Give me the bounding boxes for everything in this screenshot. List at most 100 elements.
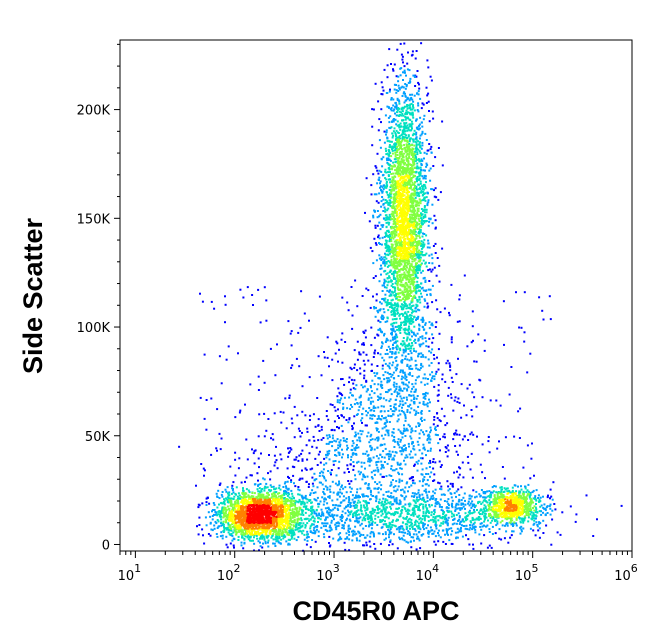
data-point — [426, 449, 429, 452]
data-point — [417, 507, 420, 509]
data-point — [422, 533, 425, 536]
data-point — [263, 381, 266, 384]
data-point — [399, 502, 402, 505]
data-point — [367, 525, 370, 528]
data-point — [524, 485, 526, 488]
data-point — [423, 254, 426, 257]
data-point — [394, 330, 397, 333]
data-point — [431, 262, 434, 265]
data-point — [489, 399, 492, 402]
data-point — [220, 524, 223, 527]
data-point — [483, 518, 486, 521]
data-point — [439, 466, 442, 468]
data-point — [536, 511, 539, 514]
data-point — [397, 75, 400, 78]
data-point — [386, 352, 389, 355]
data-point — [386, 431, 389, 434]
data-point — [413, 495, 415, 498]
data-point — [364, 519, 367, 522]
data-point — [351, 449, 354, 452]
data-point — [319, 500, 322, 503]
data-point — [475, 490, 478, 493]
data-point — [341, 430, 344, 433]
data-point — [268, 489, 271, 491]
data-point — [306, 501, 309, 504]
data-point — [404, 316, 407, 318]
data-point — [386, 349, 388, 351]
data-point — [454, 445, 457, 447]
data-point — [334, 454, 336, 456]
data-point — [423, 238, 426, 241]
data-point — [489, 516, 492, 519]
data-point — [468, 497, 471, 500]
data-point — [455, 490, 458, 493]
data-point — [434, 523, 437, 526]
data-point — [520, 485, 522, 488]
data-point — [322, 525, 325, 528]
data-point — [322, 437, 325, 439]
data-point — [437, 519, 440, 522]
data-point — [384, 253, 387, 256]
data-point — [481, 511, 484, 514]
data-point — [340, 514, 343, 516]
data-point — [348, 499, 351, 502]
data-point — [468, 528, 471, 531]
data-point — [391, 469, 394, 472]
data-point — [354, 474, 356, 477]
data-point — [333, 439, 336, 442]
data-point — [410, 322, 413, 325]
data-point — [405, 495, 408, 498]
data-point — [358, 353, 361, 356]
data-point — [379, 542, 382, 545]
data-point — [395, 369, 398, 372]
data-point — [418, 352, 421, 355]
data-point — [449, 369, 452, 372]
data-point — [298, 478, 301, 481]
data-point — [401, 370, 404, 373]
data-point — [481, 471, 484, 474]
data-point — [394, 511, 396, 514]
data-point — [442, 522, 445, 525]
data-point — [207, 533, 210, 535]
data-point — [391, 434, 394, 437]
data-point — [405, 429, 408, 432]
data-point — [195, 484, 197, 487]
data-point — [423, 157, 425, 160]
data-point — [422, 259, 425, 262]
data-point — [272, 542, 275, 545]
data-point — [494, 485, 497, 488]
data-point — [402, 376, 405, 379]
data-point — [384, 201, 387, 204]
data-point — [345, 519, 348, 522]
data-point — [410, 345, 413, 348]
data-point — [355, 506, 358, 509]
data-point — [369, 545, 372, 548]
data-point — [394, 313, 397, 316]
data-point — [385, 537, 387, 540]
data-point — [391, 364, 394, 367]
data-point — [454, 396, 457, 399]
data-point — [385, 262, 388, 265]
data-point — [539, 496, 542, 499]
data-point — [339, 532, 342, 535]
data-point — [218, 484, 221, 486]
data-point — [362, 493, 365, 496]
data-point — [428, 169, 431, 172]
data-point — [410, 158, 413, 160]
data-point — [390, 155, 393, 158]
data-point — [390, 299, 393, 302]
data-point — [385, 425, 388, 428]
data-point — [298, 430, 301, 432]
data-point — [362, 474, 365, 477]
data-point — [370, 446, 373, 449]
data-point — [337, 447, 340, 450]
data-point — [388, 90, 391, 93]
data-point — [385, 502, 388, 505]
data-point — [416, 300, 419, 303]
data-point — [377, 460, 380, 463]
data-point — [405, 447, 407, 450]
data-point — [375, 421, 378, 424]
data-point — [375, 464, 378, 466]
data-point — [420, 411, 423, 414]
data-point — [297, 427, 300, 430]
